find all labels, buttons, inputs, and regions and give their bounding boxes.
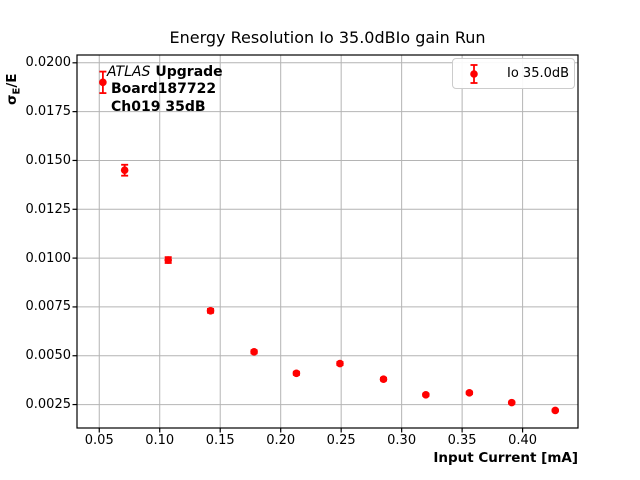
experiment-suffix: Upgrade xyxy=(155,64,223,80)
data-point xyxy=(379,375,388,383)
legend: Io 35.0dB xyxy=(452,58,575,89)
data-point xyxy=(164,256,173,264)
x-tick-label: 0.40 xyxy=(508,433,538,448)
y-tick-label: 0.0200 xyxy=(25,55,72,71)
data-point xyxy=(292,369,301,378)
annotation: ATLAS Upgrade Board187722 Ch019 35dB xyxy=(107,64,223,116)
x-tick-label: 0.20 xyxy=(266,433,296,448)
data-point xyxy=(250,348,258,356)
x-tick-label: 0.25 xyxy=(326,433,356,448)
x-tick-label: 0.30 xyxy=(387,433,417,448)
annotation-line-1: ATLAS Upgrade xyxy=(107,64,223,81)
axes-spines xyxy=(76,54,579,429)
y-tick-label: 0.0025 xyxy=(25,397,72,413)
data-point xyxy=(99,78,107,87)
y-tick-label: 0.0125 xyxy=(25,201,72,217)
y-tick-label: 0.0175 xyxy=(25,104,72,120)
y-tick-label: 0.0100 xyxy=(25,250,72,266)
x-axis-label: Input Current [mA] xyxy=(433,450,578,466)
y-tick-label: 0.0150 xyxy=(25,152,72,168)
y-tick-label: 0.0075 xyxy=(25,299,72,315)
data-point xyxy=(465,389,474,397)
x-tick-label: 0.15 xyxy=(205,433,235,448)
data-point xyxy=(336,359,344,368)
chart-title: Energy Resolution Io 35.0dBIo gain Run xyxy=(169,28,486,47)
legend-errorbar-icon xyxy=(470,63,478,84)
data-point xyxy=(551,406,560,415)
annotation-channel: Ch019 35dB xyxy=(111,98,206,115)
x-tick-label: 0.05 xyxy=(84,433,114,448)
annotation-board: Board187722 xyxy=(111,81,217,98)
ylabel-rest: /E xyxy=(4,73,20,88)
y-axis-label: σE/E xyxy=(4,73,23,105)
x-tick-label: 0.35 xyxy=(447,433,477,448)
legend-label: Io 35.0dB xyxy=(507,66,570,81)
x-tick-label: 0.10 xyxy=(145,433,175,448)
data-point xyxy=(422,391,430,399)
data-point xyxy=(507,398,516,407)
experiment-name: ATLAS xyxy=(107,64,151,80)
data-point xyxy=(206,307,215,315)
ylabel-subscript: E xyxy=(11,87,23,95)
data-point xyxy=(120,166,129,175)
y-tick-label: 0.0050 xyxy=(25,348,72,364)
